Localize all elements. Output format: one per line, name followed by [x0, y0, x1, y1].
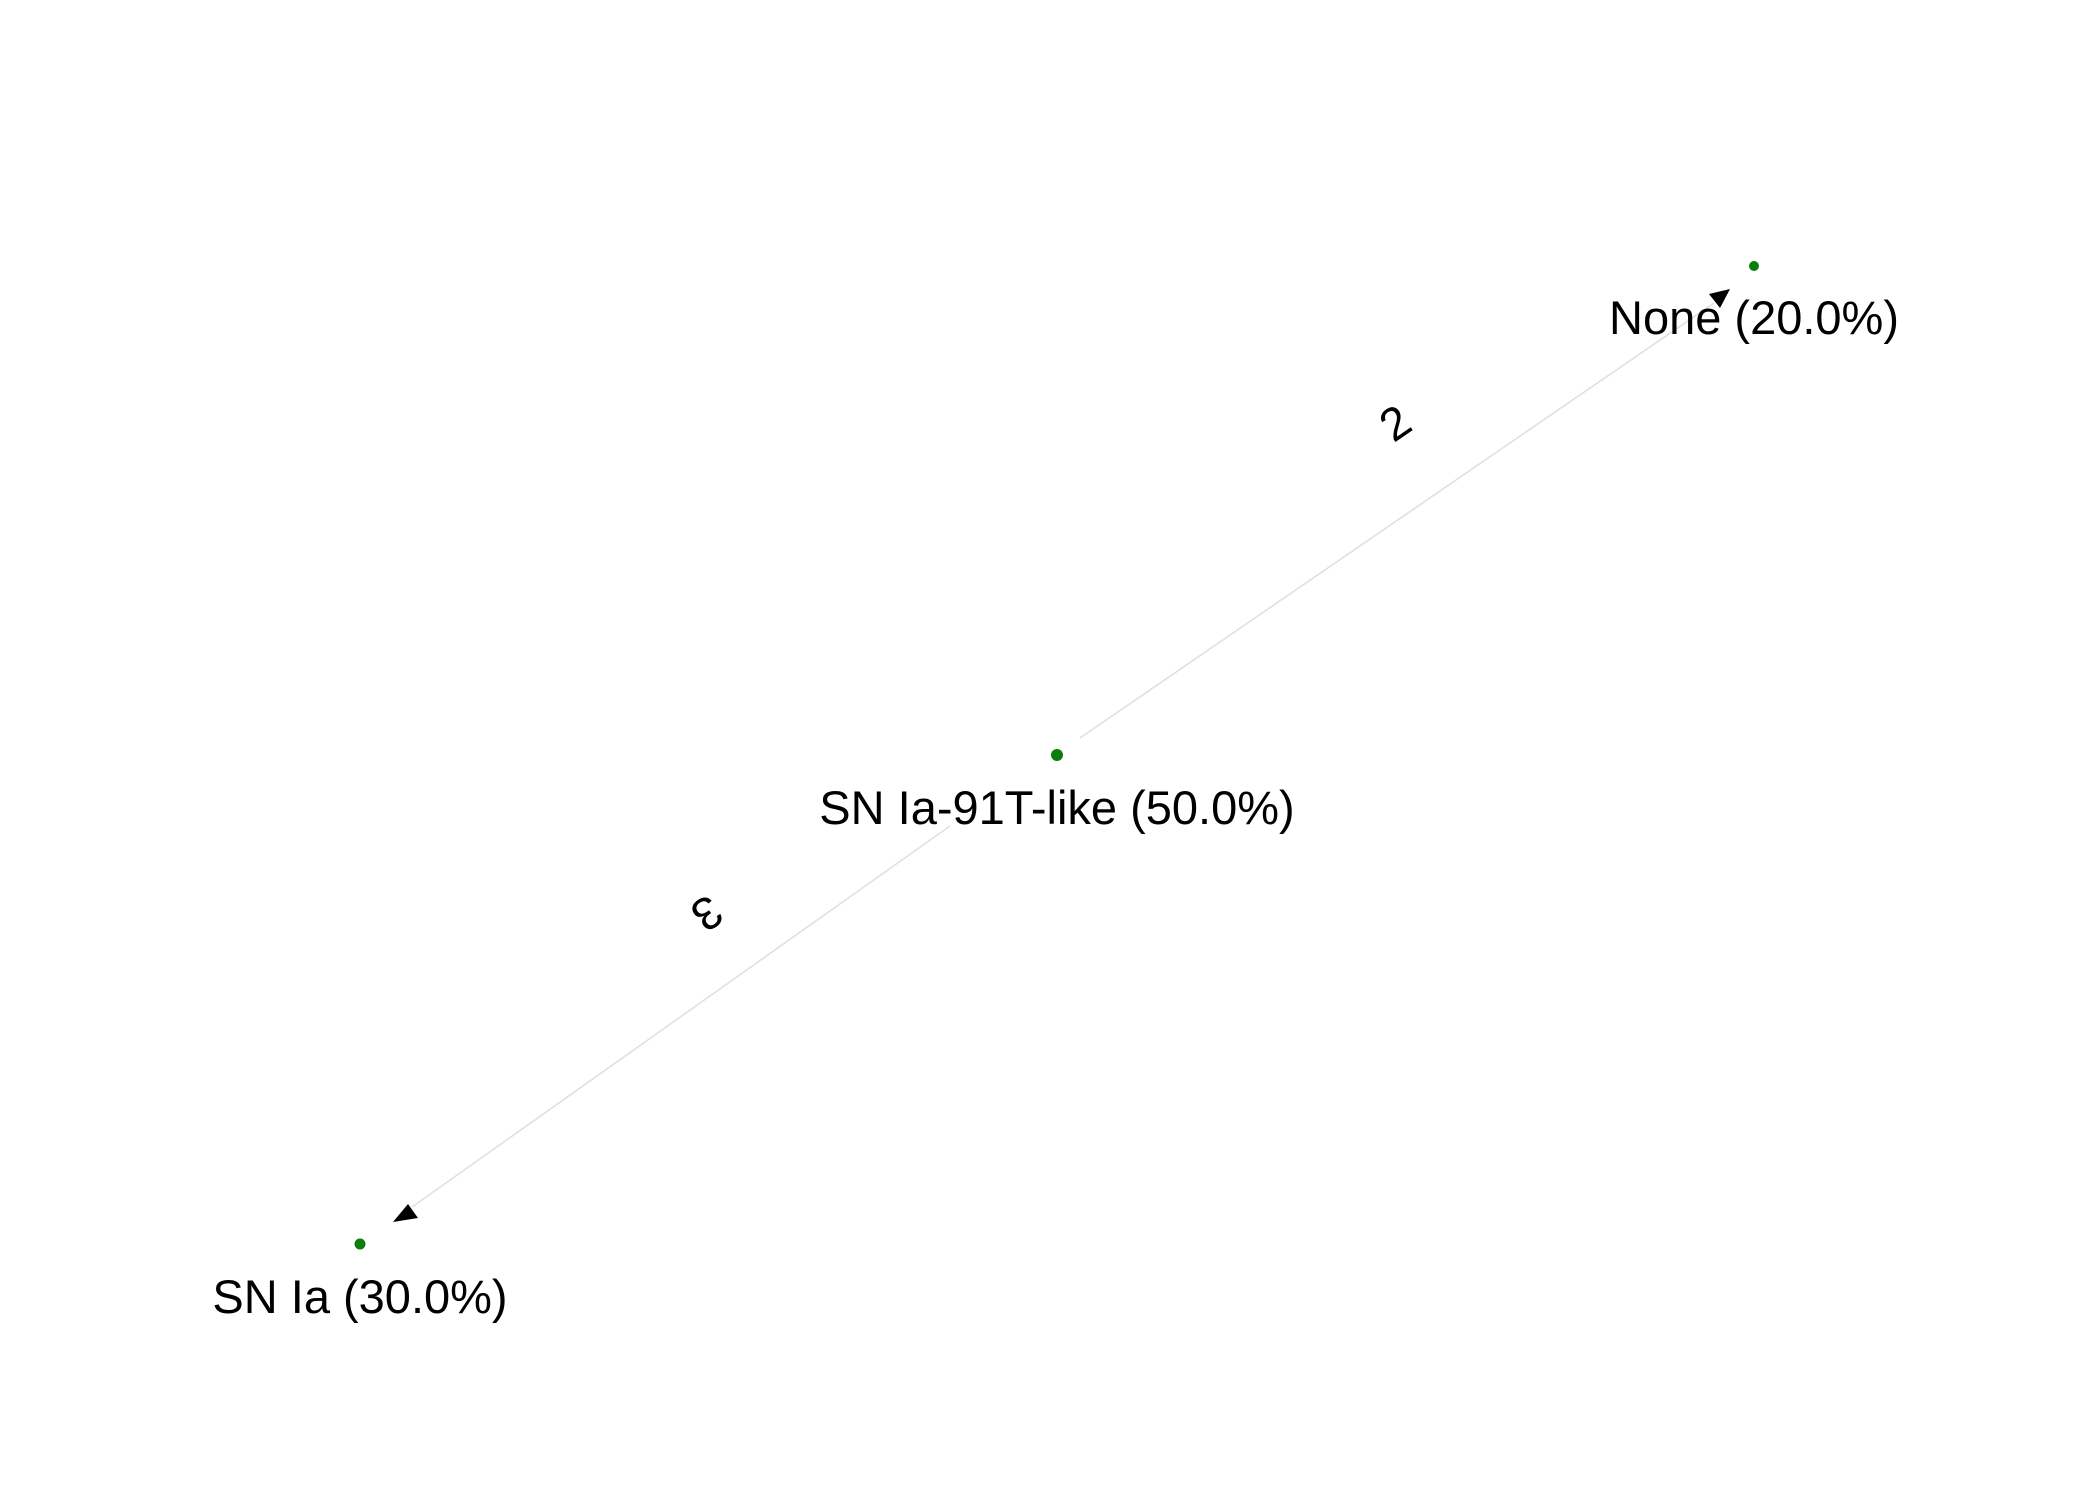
edge-line-to-sn-ia — [411, 825, 951, 1208]
edge-to-none: 2 — [1079, 289, 1730, 739]
edge-line-to-none — [1079, 302, 1715, 739]
node-dot-sn-ia — [354, 1238, 366, 1250]
node-dot-sn-ia-91t-like — [1051, 749, 1063, 761]
node-label-sn-ia: SN Ia (30.0%) — [212, 1270, 507, 1323]
node-none: None (20.0%) — [1609, 261, 1899, 344]
node-sn-ia-91t-like: SN Ia-91T-like (50.0%) — [819, 749, 1295, 834]
node-sn-ia: SN Ia (30.0%) — [212, 1238, 508, 1323]
node-label-sn-ia-91t-like: SN Ia-91T-like (50.0%) — [819, 781, 1294, 834]
edge-label-to-none: 2 — [1370, 394, 1420, 451]
edge-to-sn-ia: 3 — [393, 825, 951, 1222]
node-dot-none — [1749, 261, 1759, 271]
node-label-none: None (20.0%) — [1609, 291, 1899, 344]
arrowhead-to-sn-ia-icon — [393, 1204, 418, 1222]
edge-label-to-sn-ia: 3 — [682, 885, 733, 942]
arrowhead-to-none-icon — [1709, 289, 1730, 308]
